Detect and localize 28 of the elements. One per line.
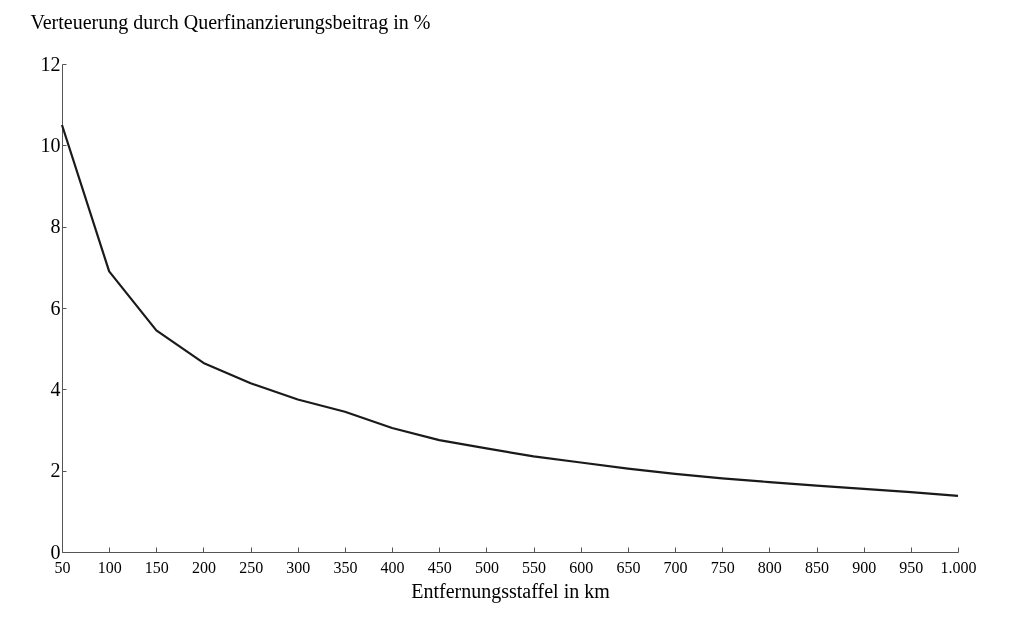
x-tick-label: 950	[899, 558, 924, 576]
x-tick-label: 750	[710, 558, 735, 576]
y-axis-title: Verteuerung durch Querfinanzierungsbeitrag in %	[30, 10, 431, 34]
x-axis-title: Entfernungsstaffel in km	[411, 579, 611, 603]
x-tick-label: 1.000	[940, 558, 977, 576]
y-tick-label: 8	[50, 215, 61, 238]
y-tick-label: 6	[50, 296, 61, 319]
x-tick-label: 850	[805, 558, 830, 576]
x-tick-label: 550	[522, 558, 547, 576]
x-tick-label: 450	[427, 558, 452, 576]
y-tick-label: 4	[50, 377, 61, 400]
y-tick-label: 12	[40, 52, 61, 75]
x-tick-label: 900	[852, 558, 877, 576]
x-tick-label: 700	[663, 558, 688, 576]
x-tick-label: 300	[286, 558, 311, 576]
x-tick-label: 350	[333, 558, 358, 576]
x-tick-label: 500	[474, 558, 499, 576]
x-tick-label: 800	[757, 558, 782, 576]
line-series	[60, 123, 960, 497]
x-tick-label: 400	[380, 558, 405, 576]
x-tick-label: 100	[97, 558, 122, 576]
x-tick-label: 150	[144, 558, 169, 576]
x-tick-label: 600	[569, 558, 594, 576]
y-tick-label: 2	[50, 459, 61, 482]
y-tick-label: 10	[40, 133, 61, 156]
x-tick-label: 650	[616, 558, 641, 576]
x-tick-label: 250	[239, 558, 264, 576]
x-tick-label: 200	[191, 558, 216, 576]
